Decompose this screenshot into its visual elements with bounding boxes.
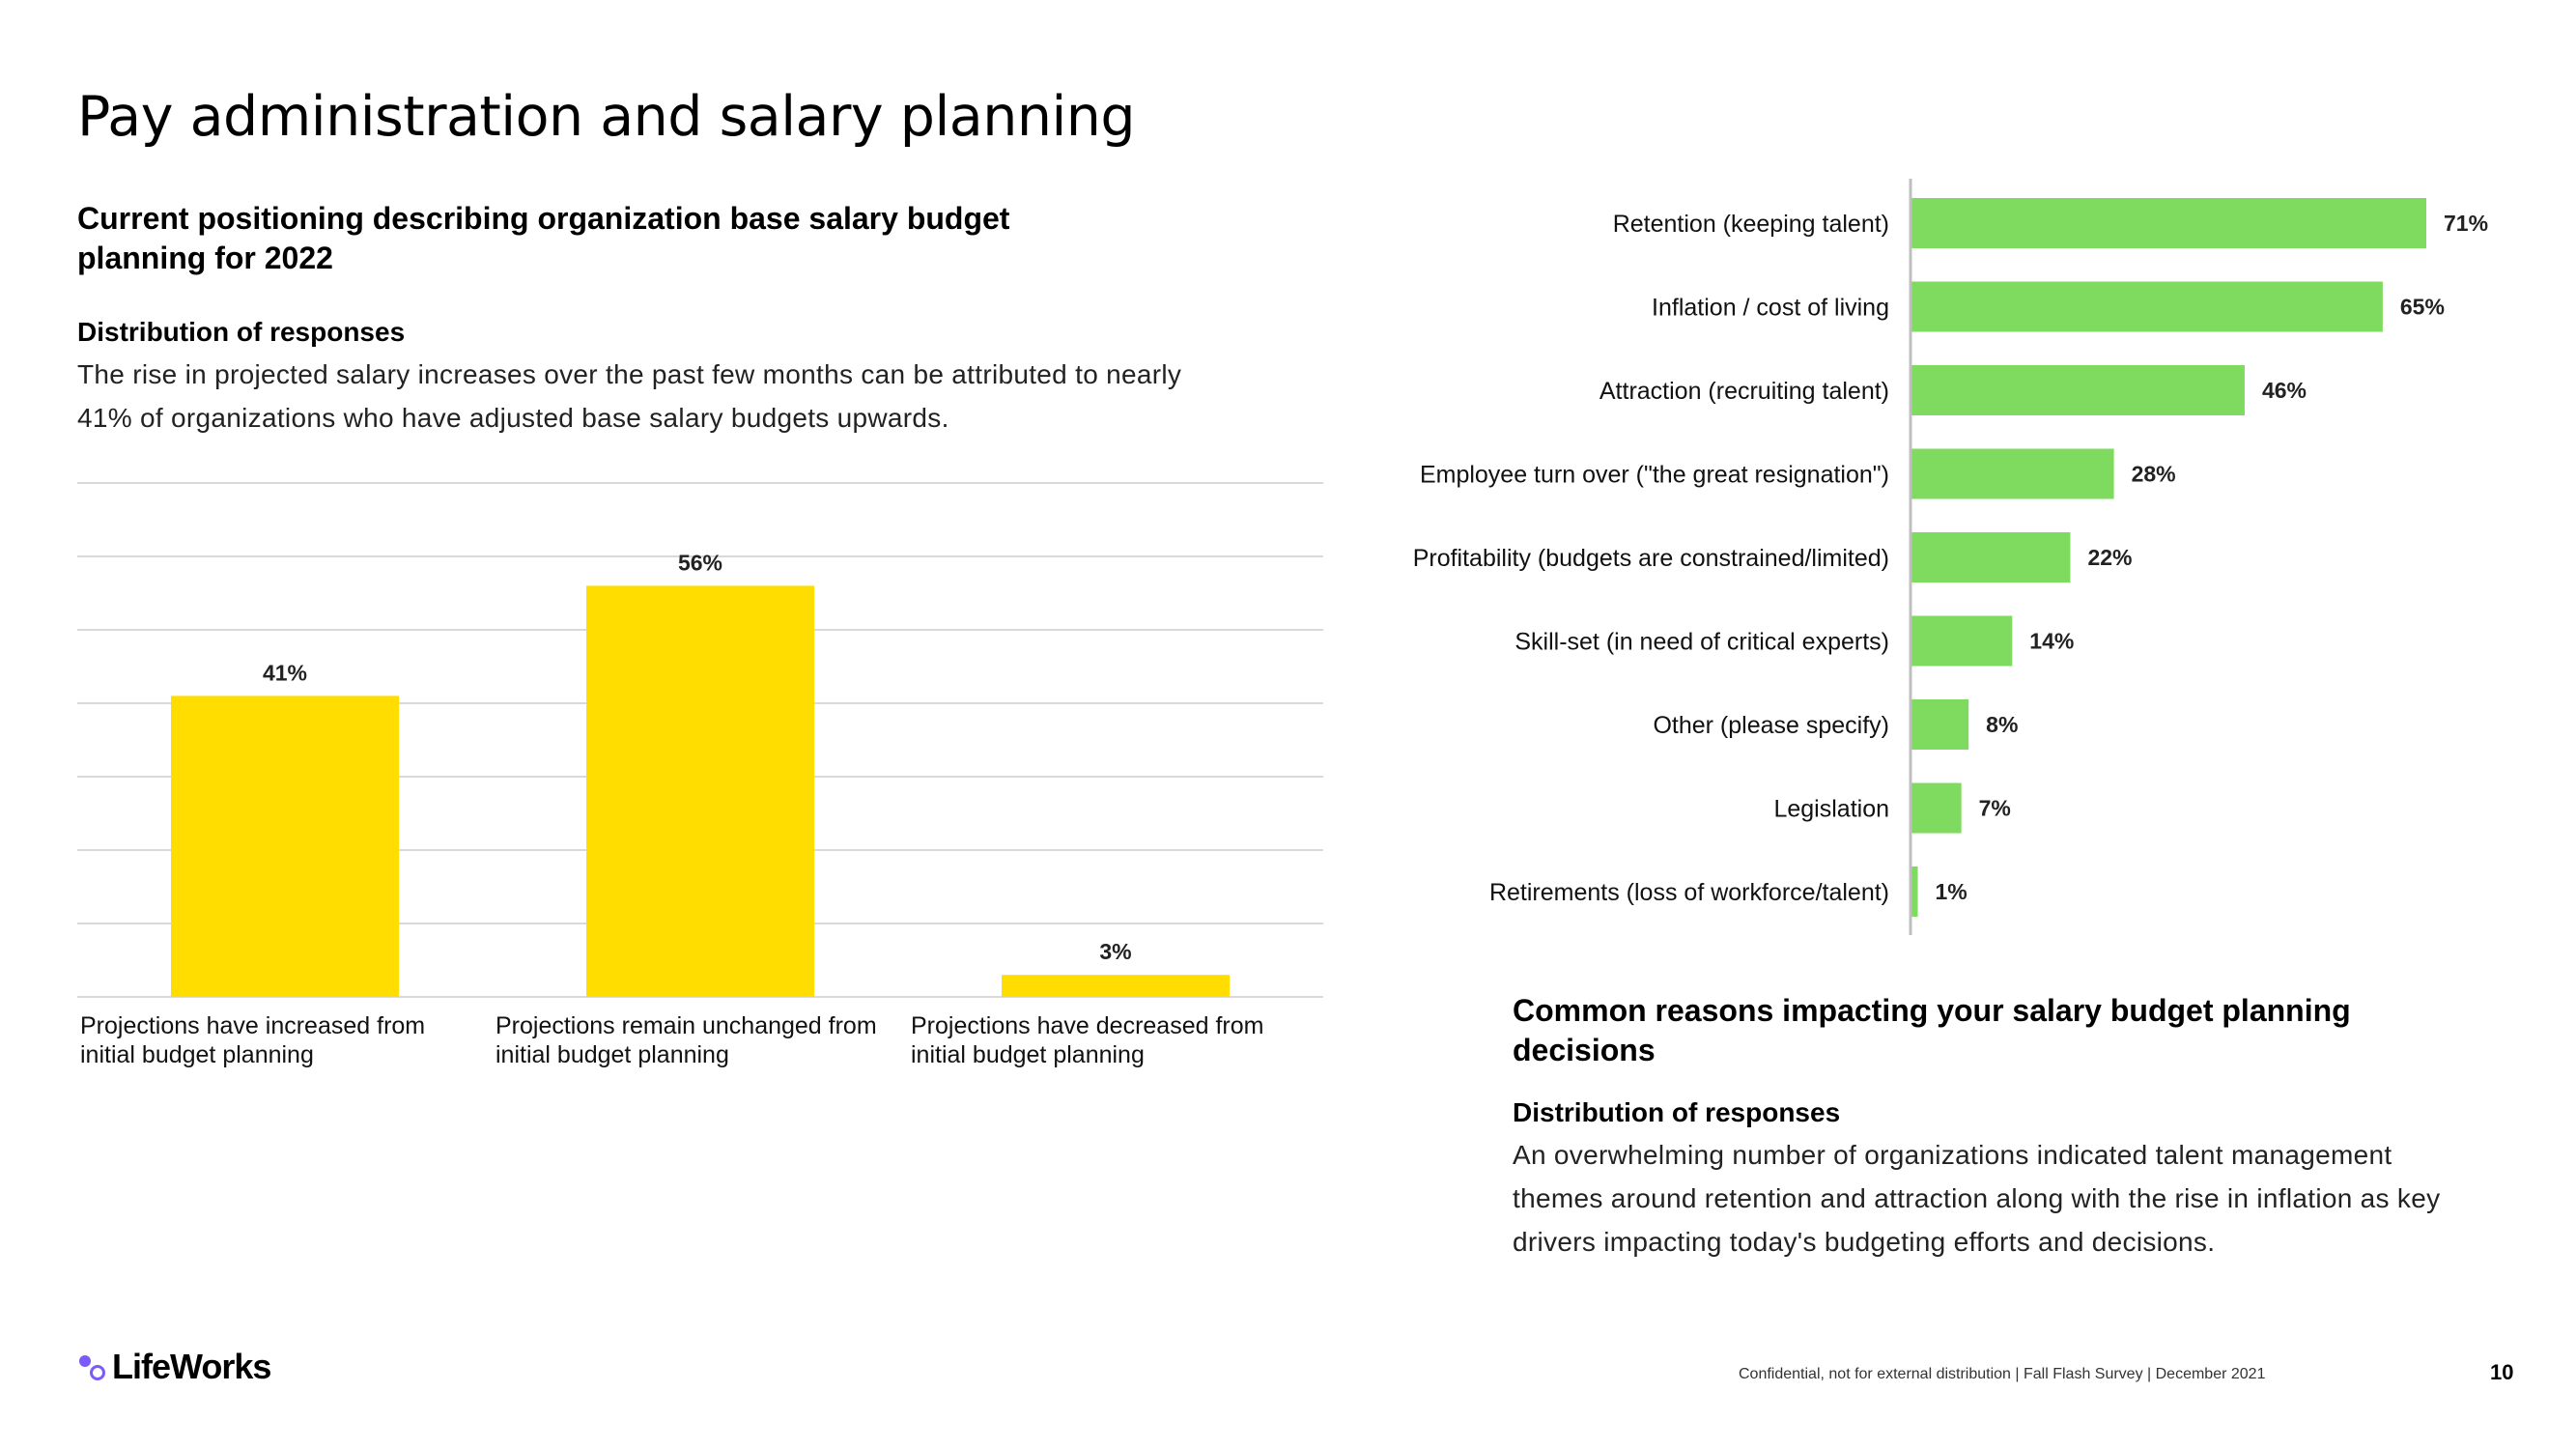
data-label: 46% (2262, 378, 2307, 403)
horizontal-bar-chart: Retention (keeping talent) Inflation / co… (1413, 179, 2489, 935)
category-label: Retirements (loss of workforce/talent) (1489, 879, 1889, 906)
right-description: An overwhelming number of organizations … (1513, 1140, 2441, 1257)
bar (1911, 699, 1969, 750)
horizontal-chart-bars (1911, 198, 2426, 917)
left-distribution-label: Distribution of responses (77, 317, 406, 347)
vertical-bar-chart: 41% 56% 3% (77, 482, 1323, 998)
page-title: Pay administration and salary planning (77, 85, 1136, 149)
category-label: Retention (keeping talent) (1613, 211, 1889, 238)
data-label: 65% (2400, 295, 2445, 320)
data-label: 3% (1099, 939, 1131, 964)
data-label: 56% (678, 550, 722, 575)
logo-wordmark: LifeWorks (112, 1347, 271, 1386)
category-label: Inflation / cost of living (1652, 295, 1889, 322)
bar (1911, 532, 2071, 582)
lifeworks-logo: LifeWorks (77, 1347, 271, 1387)
category-label: Other (please specify) (1653, 712, 1889, 739)
bar (1911, 615, 2013, 667)
bar (1911, 782, 1962, 834)
lifeworks-logo-icon (79, 1355, 105, 1380)
bar (1911, 867, 1918, 917)
bar (1911, 365, 2245, 415)
vertical-chart-bars (171, 585, 1230, 997)
category-label: Projections have decreased from initial … (911, 1012, 1264, 1068)
data-label: 71% (2444, 211, 2488, 236)
data-label: 7% (1979, 796, 2011, 821)
right-chart-heading: Common reasons impacting your salary bud… (1513, 993, 2351, 1067)
horizontal-chart-category-labels: Retention (keeping talent) Inflation / co… (1413, 211, 1889, 906)
data-label: 22% (2087, 545, 2132, 570)
category-label: Legislation (1773, 796, 1889, 823)
data-label: 28% (2132, 462, 2176, 487)
vertical-chart-data-labels: 41% 56% 3% (263, 550, 1132, 964)
category-label: Profitability (budgets are constrained/l… (1413, 545, 1889, 572)
category-label: Attraction (recruiting talent) (1599, 378, 1889, 405)
data-label: 41% (263, 660, 307, 685)
data-label: 1% (1936, 879, 1967, 904)
bar (1911, 198, 2426, 248)
category-label: Projections have increased from initial … (80, 1012, 426, 1068)
horizontal-chart-data-labels: 71% 65% 46% 28% 22% 14% 8% 7% 1% (1936, 211, 2489, 904)
data-label: 14% (2029, 629, 2074, 654)
bar (1911, 448, 2114, 499)
left-description: The rise in projected salary increases o… (77, 359, 1182, 433)
category-label: Projections remain unchanged from initia… (495, 1012, 877, 1068)
bar (1911, 281, 2383, 332)
bar (1002, 975, 1230, 997)
page-number: 10 (2490, 1360, 2514, 1384)
left-chart-heading: Current positioning describing organizat… (77, 201, 1010, 275)
category-label: Employee turn over ("the great resignati… (1420, 462, 1889, 489)
data-label: 8% (1986, 712, 2018, 737)
footer-confidential-note: Confidential, not for external distribut… (1739, 1366, 2266, 1382)
right-distribution-label: Distribution of responses (1513, 1097, 1841, 1127)
bar (171, 696, 399, 997)
category-label: Skill-set (in need of critical experts) (1514, 629, 1889, 656)
bar (586, 585, 814, 997)
